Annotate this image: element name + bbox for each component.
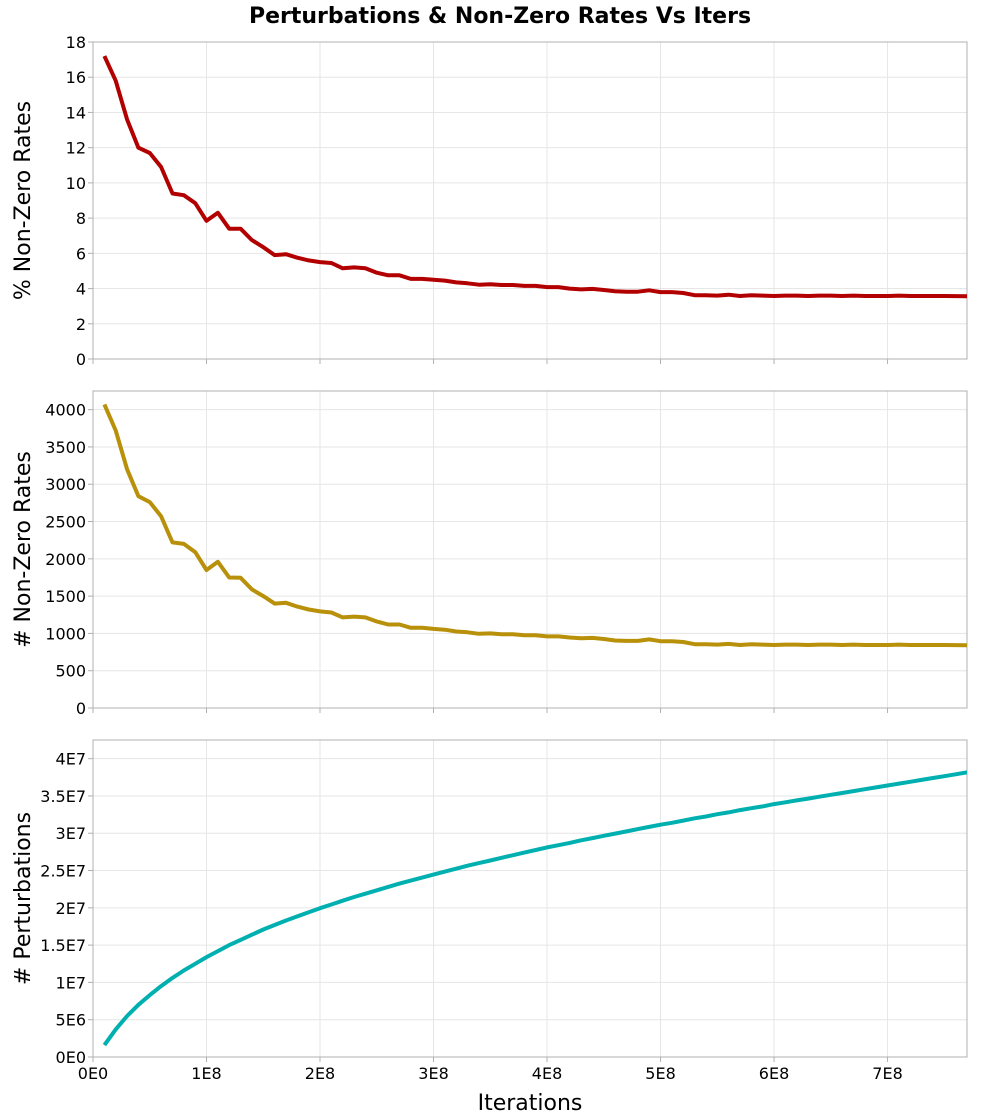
y-tick-label: 1500: [45, 587, 86, 606]
plot-frame: [92, 739, 968, 1058]
y-tick-label: 2.5E7: [40, 862, 86, 881]
y-tick-label: 1000: [45, 624, 86, 643]
y-tick-label: 8: [76, 209, 86, 228]
y-tick-label: 3500: [45, 438, 86, 457]
y-tick-label: 3.5E7: [40, 787, 86, 806]
y-tick-label: 4: [76, 280, 86, 299]
y-tick-label: 12: [66, 139, 86, 158]
plot-frame: [92, 390, 968, 709]
y-tick-label: 2E7: [56, 899, 86, 918]
y-tick-label: 4000: [45, 401, 86, 420]
y-tick-label: 0: [76, 699, 86, 718]
y-tick-label: 1.5E7: [40, 936, 86, 955]
y-tick-label: 4E7: [56, 750, 86, 769]
y-tick-label: 10: [66, 174, 86, 193]
y-tick-label: 6: [76, 244, 86, 263]
y-axis-label: # Perturbations: [11, 812, 36, 985]
y-tick-label: 0E0: [56, 1048, 86, 1067]
y-tick-label: 1E7: [56, 973, 86, 992]
y-tick-label: 2500: [45, 513, 86, 532]
panel-perturbations: 0E0 5E6 1E7 1.5E7 2E7 2.5E7 3E7 3.5E7 4E7 # Pertu…: [11, 739, 968, 1067]
x-tick-label: 6E8: [759, 1064, 789, 1083]
series-line: [102, 55, 967, 299]
plot-frame: [92, 41, 968, 360]
series-line: [102, 403, 967, 648]
y-tick-label: 3000: [45, 475, 86, 494]
y-tick-label: 2000: [45, 550, 86, 569]
x-tick-label: 5E8: [645, 1064, 675, 1083]
y-tick-label: 3E7: [56, 824, 86, 843]
y-tick-label: 500: [55, 662, 86, 681]
chart-title: Perturbations & Non-Zero Rates Vs Iters: [249, 4, 751, 29]
series-line: [102, 770, 967, 1047]
x-tick-label: 7E8: [872, 1064, 902, 1083]
y-tick-label: 14: [66, 103, 86, 122]
y-tick-label: 0: [76, 350, 86, 369]
x-tick-label: 4E8: [532, 1064, 562, 1083]
x-axis-label: Iterations: [478, 1091, 583, 1116]
x-tick-label: 0E0: [78, 1064, 108, 1083]
panel-pct-nonzero: 0 2 4 6 8 10 12 14 16 18 % Non-Zero Rates: [11, 33, 968, 369]
y-tick-label: 2: [76, 315, 86, 334]
x-tick-label: 3E8: [418, 1064, 448, 1083]
panel-count-nonzero: 0 500 1000 1500 2000 2500 3000 3500 4000 # Non-Ze…: [11, 390, 968, 718]
y-axis-label: % Non-Zero Rates: [11, 101, 36, 300]
y-tick-label: 18: [66, 33, 86, 52]
y-tick-label: 16: [66, 68, 86, 87]
y-axis-label: # Non-Zero Rates: [11, 451, 36, 648]
x-tick-label: 2E8: [305, 1064, 335, 1083]
y-tick-label: 5E6: [56, 1011, 86, 1030]
x-tick-label: 1E8: [191, 1064, 221, 1083]
